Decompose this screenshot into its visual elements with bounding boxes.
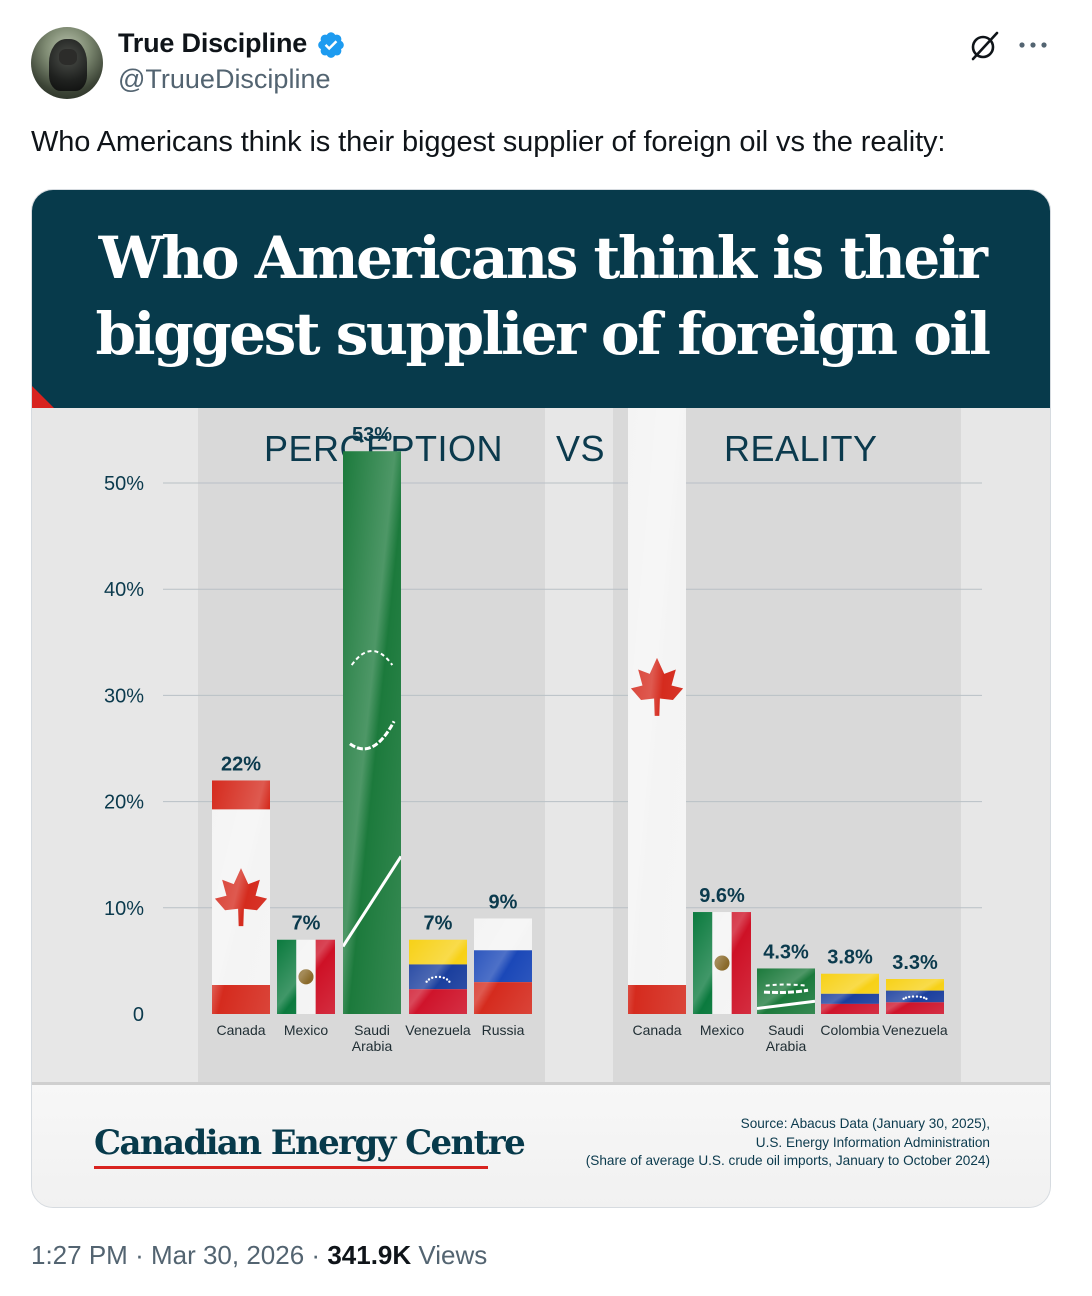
category-label: Arabia bbox=[766, 1038, 807, 1054]
views-label: Views bbox=[418, 1240, 488, 1270]
infographic-image[interactable]: Who Americans think is their biggest sup… bbox=[31, 189, 1051, 1208]
category-label: Mexico bbox=[284, 1022, 329, 1038]
category-label: Canada bbox=[216, 1022, 265, 1038]
grok-icon[interactable] bbox=[968, 30, 1000, 62]
views-count: 341.9K bbox=[327, 1240, 412, 1270]
bar-saudi-arabia bbox=[757, 968, 815, 1014]
data-label: 9.6% bbox=[699, 885, 745, 907]
bar-mexico bbox=[277, 939, 335, 1014]
canadian-energy-centre-logo: Canadian Energy Centre bbox=[94, 1123, 526, 1163]
display-name[interactable]: True Discipline bbox=[118, 28, 308, 58]
category-label: Colombia bbox=[820, 1022, 879, 1038]
data-label: 53% bbox=[352, 424, 392, 446]
verified-badge-icon bbox=[318, 32, 344, 58]
data-label: 9% bbox=[489, 891, 518, 913]
bar-venezuela bbox=[886, 978, 944, 1014]
category-label: Venezuela bbox=[405, 1022, 471, 1038]
infographic-banner: Who Americans think is their biggest sup… bbox=[32, 190, 1050, 408]
data-label: 22% bbox=[221, 753, 261, 775]
avatar[interactable] bbox=[31, 27, 103, 99]
bar-saudi-arabia bbox=[343, 451, 401, 1014]
category-label: Venezuela bbox=[882, 1022, 948, 1038]
category-label: Arabia bbox=[352, 1038, 393, 1054]
category-label: Saudi bbox=[354, 1022, 390, 1038]
bar-venezuela bbox=[409, 939, 467, 1014]
category-label: Canada bbox=[632, 1022, 681, 1038]
bar-mexico bbox=[693, 912, 751, 1014]
tweet-meta: 1:27 PM · Mar 30, 2026 · 341.9K Views bbox=[31, 1240, 487, 1271]
reality-title: REALITY bbox=[724, 428, 878, 469]
data-label: 7% bbox=[292, 913, 321, 935]
infographic-title: Who Americans think is their biggest sup… bbox=[95, 224, 991, 368]
y-tick-label: 10% bbox=[104, 898, 144, 920]
more-icon[interactable] bbox=[1016, 30, 1050, 60]
bar-colombia bbox=[821, 973, 879, 1014]
bar-canada bbox=[628, 408, 686, 1014]
handle[interactable]: @TruueDiscipline bbox=[118, 64, 331, 94]
chart-area: PERCEPTION VS REALITY 010%20%30%40%50%60… bbox=[32, 408, 1050, 1082]
tweet-time[interactable]: 1:27 PM bbox=[31, 1240, 128, 1270]
data-label: 4.3% bbox=[763, 941, 809, 963]
bar-russia bbox=[474, 918, 532, 1014]
tweet-text: Who Americans think is their biggest sup… bbox=[31, 126, 946, 158]
meta-separator: · bbox=[311, 1240, 321, 1270]
infographic-footer: Canadian Energy Centre Source: Abacus Da… bbox=[32, 1082, 1050, 1207]
data-label: 3.3% bbox=[892, 952, 938, 974]
tweet-date[interactable]: Mar 30, 2026 bbox=[150, 1240, 305, 1270]
logo-underline bbox=[94, 1166, 488, 1169]
data-label: 7% bbox=[424, 913, 453, 935]
category-label: Russia bbox=[482, 1022, 525, 1038]
y-tick-label: 50% bbox=[104, 473, 144, 495]
bar-canada bbox=[212, 780, 270, 1014]
category-label: Saudi bbox=[768, 1022, 804, 1038]
y-tick-label: 30% bbox=[104, 685, 144, 707]
category-label: Mexico bbox=[700, 1022, 745, 1038]
meta-separator: · bbox=[135, 1240, 144, 1270]
y-tick-label: 20% bbox=[104, 792, 144, 814]
y-tick-label: 0 bbox=[133, 1004, 144, 1026]
data-label: 3.8% bbox=[827, 947, 873, 969]
y-tick-label: 40% bbox=[104, 579, 144, 601]
source-note: Source: Abacus Data (January 30, 2025), … bbox=[585, 1116, 990, 1168]
vs-label: VS bbox=[556, 428, 606, 469]
bar-charts: 010%20%30%40%50%60%70%22%Canada7%Mexico5… bbox=[104, 408, 982, 1054]
